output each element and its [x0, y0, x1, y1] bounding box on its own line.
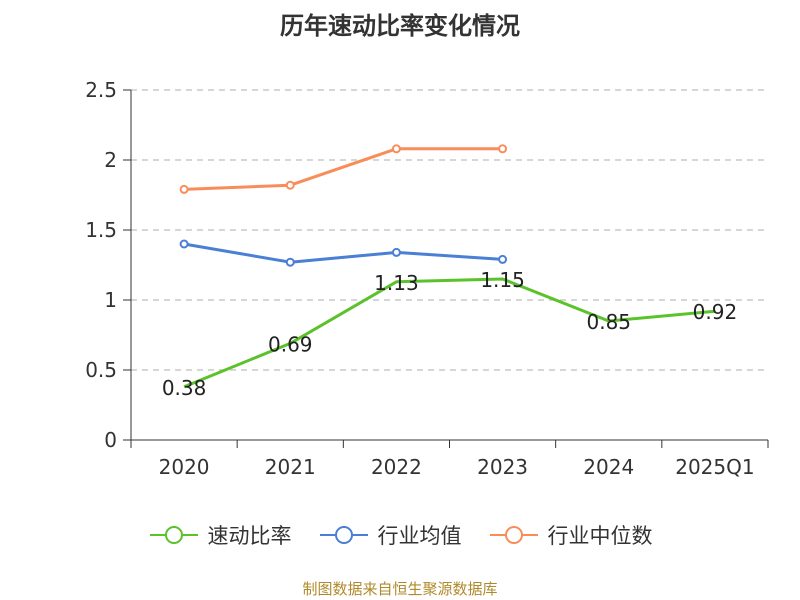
- legend-label-industry-median: 行业中位数: [547, 524, 653, 548]
- data-point-1: [285, 257, 295, 267]
- data-point-2: [391, 144, 401, 154]
- source-note: 制图数据来自恒生聚源数据库: [302, 580, 498, 598]
- data-label: 0.38: [162, 376, 207, 400]
- data-point-1: [179, 239, 189, 249]
- legend-label-quick-ratio: 速动比率: [207, 524, 292, 548]
- data-point-2: [498, 144, 508, 154]
- legend-item-quick-ratio[interactable]: 速动比率: [148, 520, 292, 550]
- data-label: 0.92: [693, 300, 738, 324]
- legend-item-industry-median[interactable]: 行业中位数: [488, 520, 653, 550]
- legend-label-industry-mean: 行业均值: [377, 524, 462, 548]
- y-tick-label: 1.5: [85, 218, 117, 242]
- data-label: 0.69: [268, 332, 313, 356]
- legend: 速动比率 行业均值 行业中位数: [0, 520, 800, 550]
- legend-marker-industry-mean: [319, 526, 368, 544]
- y-tick-label: 2.5: [85, 78, 117, 102]
- x-tick-label: 2024: [583, 455, 634, 479]
- chart-title: 历年速动比率变化情况: [280, 12, 520, 40]
- data-label: 1.15: [480, 268, 525, 292]
- data-point-1: [391, 247, 401, 257]
- data-point-2: [179, 184, 189, 194]
- legend-item-industry-mean[interactable]: 行业均值: [318, 520, 462, 550]
- y-tick-label: 0: [104, 428, 117, 452]
- series-line-0: [183, 277, 716, 389]
- series-line-1: [183, 242, 503, 264]
- y-tick-label: 0.5: [85, 358, 117, 382]
- x-tick-label: 2020: [159, 455, 210, 479]
- y-tick-label: 1: [104, 288, 117, 312]
- series-line-2: [184, 147, 503, 191]
- data-label: 1.13: [374, 271, 419, 295]
- data-label: 0.85: [586, 310, 631, 334]
- y-tick-label: 2: [104, 148, 117, 172]
- x-tick-label: 2023: [477, 455, 528, 479]
- x-tick-label: 2021: [265, 455, 316, 479]
- data-point-2: [285, 180, 295, 190]
- legend-marker-industry-median: [489, 526, 538, 544]
- x-tick-label: 2025Q1: [675, 455, 754, 479]
- x-tick-label: 2022: [371, 455, 422, 479]
- legend-marker-quick-ratio: [149, 526, 198, 544]
- data-point-1: [498, 254, 508, 264]
